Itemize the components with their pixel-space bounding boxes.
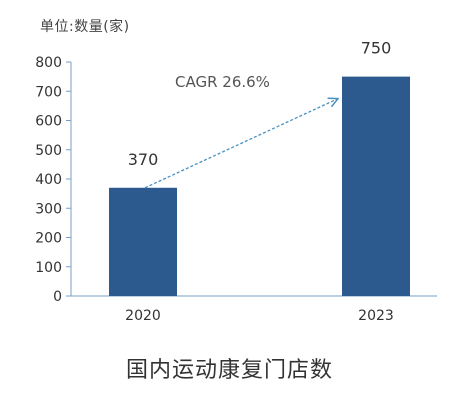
data-label: 750 <box>361 39 392 58</box>
y-tick-label: 600 <box>35 114 62 130</box>
y-tick-label: 800 <box>35 55 62 71</box>
y-tick-label: 100 <box>35 260 62 276</box>
unit-label: 单位:数量(家) <box>40 19 130 35</box>
cagr-annotation: CAGR 26.6% <box>175 73 270 91</box>
y-tick-label: 0 <box>53 289 62 305</box>
y-tick-label: 500 <box>35 143 62 159</box>
bar-2020 <box>109 187 177 296</box>
chart-caption: 国内运动康复门店数 <box>125 358 333 383</box>
y-tick-label: 400 <box>35 172 62 188</box>
x-tick-label: 2020 <box>125 308 161 324</box>
y-tick-label: 200 <box>35 231 62 247</box>
x-tick-label: 2023 <box>358 308 394 324</box>
bar-2023 <box>342 76 410 296</box>
y-tick-label: 700 <box>35 84 62 100</box>
y-tick-label: 300 <box>35 201 62 217</box>
cagr-arrow <box>144 99 338 189</box>
data-label: 370 <box>128 150 159 169</box>
